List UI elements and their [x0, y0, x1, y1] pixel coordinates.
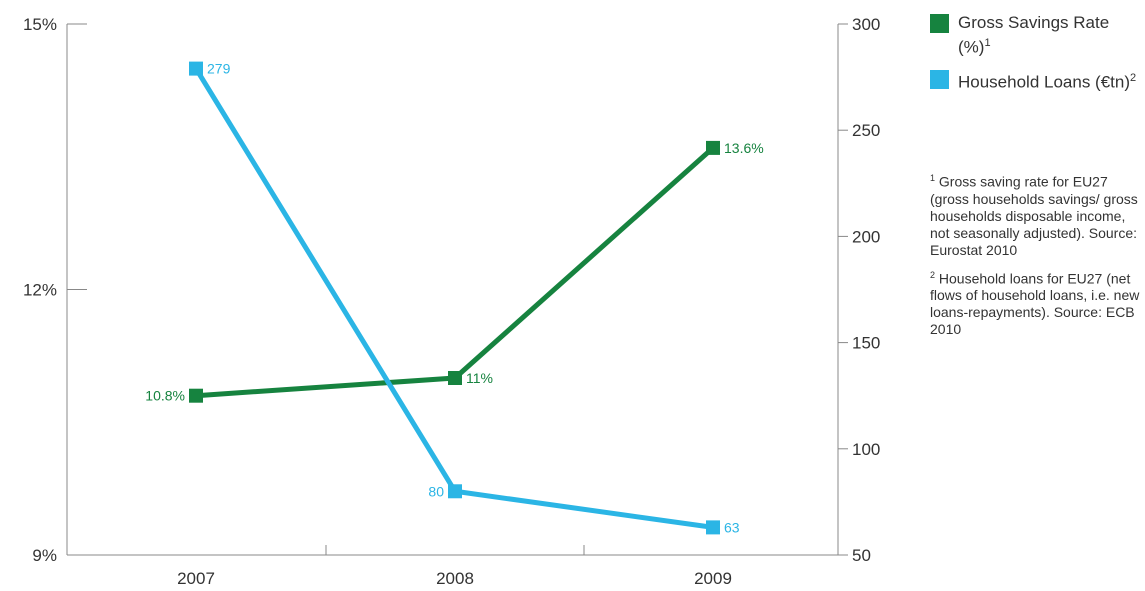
left-axis-tick-label: 12% [23, 281, 57, 300]
right-axis-tick-label: 250 [852, 121, 880, 140]
right-axis-tick-label: 150 [852, 334, 880, 353]
data-label-savings: 13.6% [724, 140, 764, 156]
data-label-loans: 279 [207, 61, 231, 77]
right-axis-tick-label: 200 [852, 227, 880, 246]
series-line-loans [193, 67, 714, 530]
data-point-loans [189, 61, 203, 76]
legend-swatch-loans [930, 69, 949, 89]
right-axis-tick-label: 300 [852, 15, 880, 34]
data-point-savings [448, 371, 462, 385]
legend-item-loans: Household Loans (€tn)2 [930, 68, 1140, 93]
legend-label-savings: Gross Savings Rate (%) [958, 13, 1110, 57]
footnote-2: 2 Household loans for EU27 (net flows of… [930, 267, 1140, 339]
chart-data-labels: 10.8% 11% 13.6% 279 80 63 [145, 61, 763, 536]
left-axis-tick-label: 15% [23, 15, 57, 34]
x-axis-tick-label: 2007 [177, 569, 215, 588]
data-label-savings: 10.8% [145, 388, 185, 404]
legend-footnote-ref-1: 1 [984, 37, 991, 49]
legend: Gross Savings Rate (%)1 Household Loans … [930, 12, 1140, 102]
data-label-savings: 11% [466, 370, 493, 386]
legend-item-savings: Gross Savings Rate (%)1 [930, 12, 1140, 58]
data-point-savings [706, 140, 720, 155]
legend-footnote-ref-2: 2 [1130, 71, 1137, 84]
footnote-1-text: Gross saving rate for EU27 (gross househ… [930, 173, 1138, 258]
data-point-loans [448, 484, 462, 499]
right-axis-tick-label: 50 [852, 546, 871, 565]
right-axis-tick-label: 100 [852, 440, 880, 459]
footnotes: 1 Gross saving rate for EU27 (gross hous… [930, 170, 1140, 346]
data-label-loans: 80 [428, 483, 444, 499]
data-point-savings [189, 388, 203, 403]
footnote-1-marker: 1 [930, 173, 936, 183]
footnote-1: 1 Gross saving rate for EU27 (gross hous… [930, 170, 1140, 259]
chart-axes: 9% 12% 15% 50 100 150 200 250 300 2007 2008 2009 [23, 15, 880, 588]
x-axis-tick-label: 2008 [436, 569, 474, 588]
series-line-savings [195, 146, 715, 399]
legend-label-loans: Household Loans (€tn) [958, 72, 1131, 92]
chart-series [189, 61, 720, 535]
left-axis-tick-label: 9% [32, 546, 57, 565]
footnote-2-text: Household loans for EU27 (net flows of h… [930, 270, 1140, 338]
data-label-loans: 63 [724, 519, 740, 535]
footnote-2-marker: 2 [930, 269, 936, 280]
data-point-loans [706, 520, 720, 535]
legend-swatch-savings [930, 14, 949, 33]
x-axis-tick-label: 2009 [694, 569, 732, 588]
